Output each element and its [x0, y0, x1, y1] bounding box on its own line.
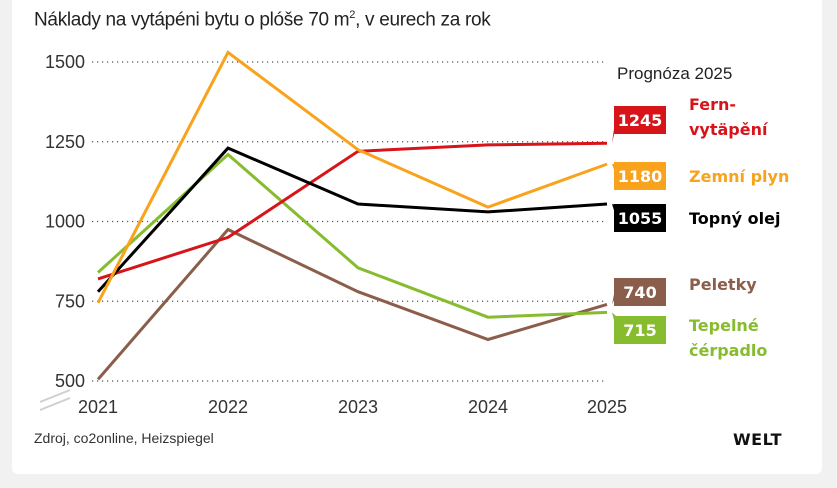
y-tick-label: 750	[55, 291, 85, 311]
source-note: Zdroj, co2online, Heizspiegel	[34, 430, 214, 446]
axis-break-icon	[39, 389, 71, 411]
x-tick-label: 2025	[587, 397, 627, 417]
x-axis-ticks: 2021 2022 2023 2024 2025	[78, 397, 627, 417]
series-name-label: Topný olej	[689, 209, 780, 228]
chart-title-suffix: , v eurech za rok	[355, 9, 491, 31]
series-lines	[96, 50, 608, 381]
welt-logo: WELT	[733, 430, 783, 449]
value-badge	[614, 278, 666, 306]
value-badge-text: 1245	[618, 111, 663, 130]
value-badge-text: 1180	[618, 167, 663, 186]
series-line-1	[96, 50, 608, 304]
forecast-label: Prognóza 2025	[617, 64, 732, 83]
grid-lines	[92, 61, 605, 382]
y-axis-ticks: 500 750 1000 1250 1500	[45, 52, 85, 391]
series-line-0	[97, 141, 608, 281]
x-tick-label: 2021	[78, 397, 118, 417]
value-badge	[614, 204, 666, 232]
value-badge-text: 1055	[618, 209, 663, 228]
series-line-2	[96, 146, 608, 293]
y-tick-label: 1000	[45, 212, 85, 232]
chart-title-text: Náklady na vytápéni bytu o plóše 70 m	[34, 9, 350, 31]
series-name-label: čérpadlo	[689, 341, 767, 360]
x-tick-label: 2022	[208, 397, 248, 417]
y-tick-label: 500	[55, 371, 85, 391]
series-name-label: Peletky	[689, 275, 757, 294]
series-name-label: vytäpění	[689, 120, 769, 139]
value-badge	[614, 106, 666, 134]
chart-title: Náklady na vytápéni bytu o plóše 70 m2, …	[34, 9, 491, 31]
series-end-labels: 1245 Fern-vytäpění 1180 Zemní plyn 1055 Topný…	[612, 95, 789, 360]
series-line-3	[96, 227, 608, 381]
value-badge-text: 715	[623, 321, 656, 340]
value-badge-text: 740	[623, 283, 656, 302]
chart-title-superscript: 2	[349, 9, 356, 21]
x-tick-label: 2024	[468, 397, 508, 417]
series-name-label: Zemní plyn	[689, 167, 789, 186]
series-name-label: Tepelné	[689, 316, 759, 335]
value-badge	[614, 162, 666, 190]
x-tick-label: 2023	[338, 397, 378, 417]
y-tick-label: 1250	[45, 132, 85, 152]
series-name-label: Fern-	[689, 95, 736, 114]
y-tick-label: 1500	[45, 52, 85, 72]
value-badge	[614, 316, 666, 344]
